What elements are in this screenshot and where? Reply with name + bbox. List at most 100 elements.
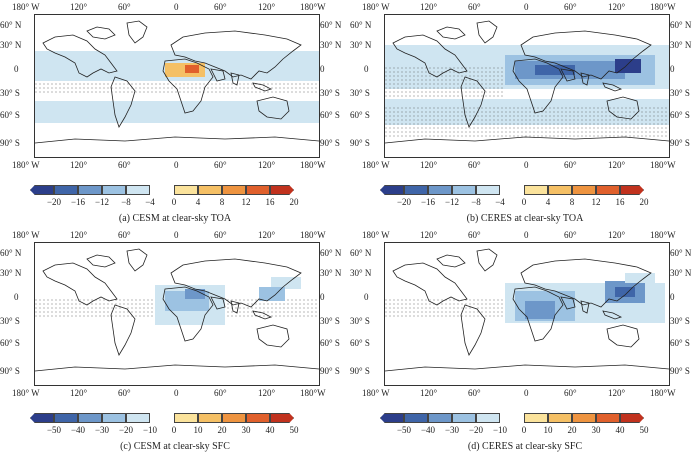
lat-tick-right: 30° S <box>320 88 340 98</box>
colorbar-label: 12 <box>591 197 601 207</box>
colorbar-label: 16 <box>265 197 275 207</box>
colorbar-bin <box>620 413 644 423</box>
colorbar-label: −8 <box>471 197 481 207</box>
lon-tick-bottom: 0 <box>174 388 179 398</box>
lat-tick-left: 90° S <box>0 366 20 376</box>
lat-tick-left: 90° S <box>350 138 370 148</box>
colorbar-bin <box>78 413 102 423</box>
panel-caption: (b) CERES at clear-sky TOA <box>466 213 584 224</box>
lon-tick-bottom: 60° <box>564 388 577 398</box>
colorbar-label: 12 <box>241 197 251 207</box>
lat-tick-right: 30° N <box>670 268 692 278</box>
lon-tick-bottom: 0 <box>174 160 179 170</box>
lon-tick: 180° W <box>12 2 40 12</box>
lat-tick-right: 60° N <box>320 20 342 30</box>
lon-tick: 120° <box>70 230 88 240</box>
colorbar-bin <box>572 185 596 195</box>
colorbar-bin <box>222 185 246 195</box>
map-panel-c <box>34 242 320 386</box>
lat-tick-left: 60° N <box>350 20 372 30</box>
colorbar-label: 4 <box>195 197 201 207</box>
colorbar-label: −16 <box>70 197 86 207</box>
map-panel-d <box>384 242 670 386</box>
colorbar-label: −20 <box>118 425 134 435</box>
colorbar-label: −8 <box>121 197 131 207</box>
colorbar-bin <box>428 185 452 195</box>
colorbar-bin <box>198 185 222 195</box>
lon-tick: 120° <box>608 230 626 240</box>
lat-tick-left: 30° S <box>0 88 20 98</box>
lat-tick-right: 60° N <box>320 248 342 258</box>
lon-tick-bottom: 180°W <box>300 388 326 398</box>
lat-tick-left: 30° N <box>350 40 372 50</box>
lat-tick-left: 30° N <box>0 268 22 278</box>
lon-tick: 120° <box>420 230 438 240</box>
colorbar-bin <box>30 413 54 423</box>
lon-tick: 120° <box>258 230 276 240</box>
colorbar-bin <box>380 413 404 423</box>
lat-tick-right: 90° S <box>670 366 690 376</box>
lat-tick-right: 0 <box>670 292 675 302</box>
lat-tick-left: 60° S <box>0 338 20 348</box>
lon-tick-bottom: 120° <box>258 388 276 398</box>
lat-tick-left: 0 <box>14 292 19 302</box>
colorbar-label: 30 <box>241 425 251 435</box>
lon-tick: 60° <box>118 2 131 12</box>
colorbar-label: 16 <box>615 197 625 207</box>
lon-tick-bottom: 120° <box>70 160 88 170</box>
lat-tick-right: 60° S <box>320 110 340 120</box>
lon-tick: 180° W <box>362 2 390 12</box>
lon-tick: 60° <box>468 2 481 12</box>
lon-tick: 180° W <box>12 230 40 240</box>
colorbar-bin <box>78 185 102 195</box>
colorbar-label: 10 <box>543 425 553 435</box>
lat-tick-left: 60° N <box>0 20 22 30</box>
lon-tick-bottom: 120° <box>420 160 438 170</box>
map-panel-b <box>384 14 670 158</box>
colorbar-label: −4 <box>495 197 505 207</box>
lon-tick-bottom: 60° <box>468 160 481 170</box>
colorbar-label: 20 <box>567 425 577 435</box>
lat-tick-right: 30° S <box>320 316 340 326</box>
lon-tick-bottom: 0 <box>524 388 529 398</box>
colorbar-bin <box>126 413 150 423</box>
panel-b: 180° W 120° 60° 0 60° 120° 180°W 60° N 3… <box>350 0 700 228</box>
colorbar-bin <box>174 185 198 195</box>
colorbar-bin <box>596 185 620 195</box>
lat-tick-left: 30° S <box>350 88 370 98</box>
colorbar-bin <box>270 185 294 195</box>
colorbar-bin <box>620 185 644 195</box>
lon-tick-bottom: 180° W <box>12 388 40 398</box>
lat-tick-right: 30° N <box>320 268 342 278</box>
colorbar-bin <box>126 185 150 195</box>
colorbar-label: 20 <box>289 197 299 207</box>
colorbar-label: −40 <box>70 425 86 435</box>
lon-tick-bottom: 60° <box>118 388 131 398</box>
lat-tick-left: 60° N <box>350 248 372 258</box>
colorbar-bin <box>102 185 126 195</box>
colorbar-label: −12 <box>94 197 110 207</box>
lon-tick-bottom: 180°W <box>650 388 676 398</box>
lon-tick: 60° <box>118 230 131 240</box>
colorbar-bin <box>174 413 198 423</box>
colorbar-label: 20 <box>217 425 227 435</box>
colorbar-label: 10 <box>193 425 203 435</box>
colorbar-bin <box>524 413 548 423</box>
colorbar-label: −50 <box>396 425 412 435</box>
lon-tick-bottom: 180°W <box>300 160 326 170</box>
lon-tick-bottom: 120° <box>608 388 626 398</box>
lon-tick: 180° W <box>362 230 390 240</box>
lat-tick-left: 30° S <box>0 316 20 326</box>
panel-c: 180° W 120° 60° 0 60° 120° 180°W 60° N 3… <box>0 228 350 456</box>
colorbar: −20 −16 −12 −8 −4 0 4 8 12 16 20 <box>30 185 322 207</box>
lon-tick-bottom: 120° <box>70 388 88 398</box>
colorbar-bin <box>102 413 126 423</box>
colorbar-label: −20 <box>396 197 412 207</box>
lat-tick-right: 60° S <box>670 110 690 120</box>
lon-tick-bottom: 0 <box>524 160 529 170</box>
colorbar-label: 0 <box>171 425 177 435</box>
colorbar-bin <box>380 185 404 195</box>
colorbar-bin <box>452 185 476 195</box>
lon-tick: 180°W <box>300 230 326 240</box>
colorbar-label: 30 <box>591 425 601 435</box>
